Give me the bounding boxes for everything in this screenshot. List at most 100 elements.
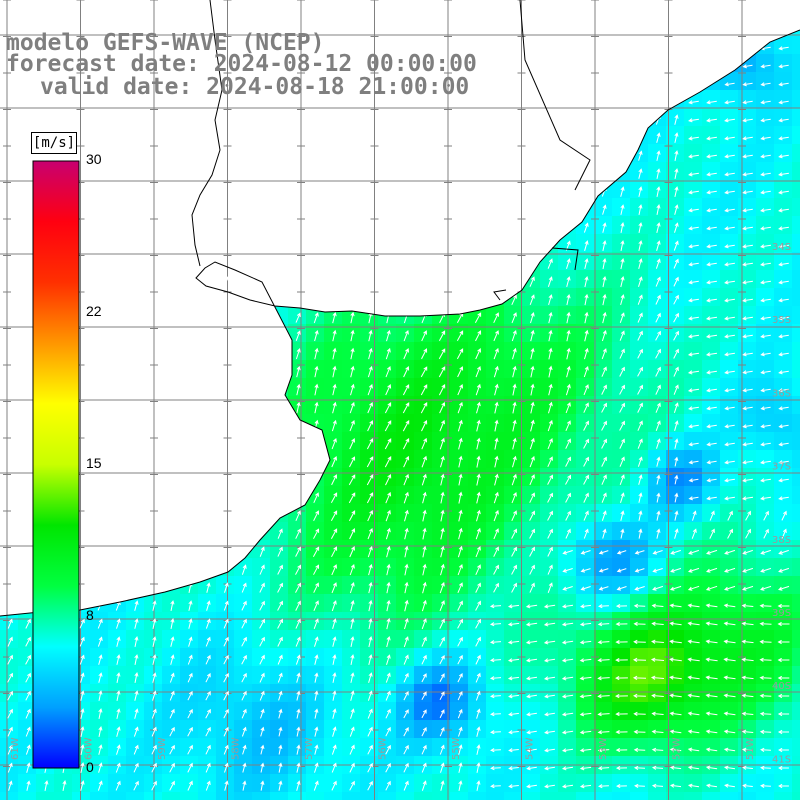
wind-speed-cell (792, 144, 800, 163)
wind-speed-cell (342, 540, 361, 559)
wind-arrow (386, 636, 391, 648)
wind-arrow (260, 744, 265, 755)
wind-arrow (602, 204, 607, 215)
wind-speed-cell (324, 576, 343, 595)
wind-arrow (579, 658, 592, 663)
wind-arrow (295, 654, 301, 665)
wind-arrow (242, 744, 247, 755)
wind-speed-cell (126, 792, 145, 800)
wind-arrow (493, 312, 499, 324)
wind-arrow (656, 438, 661, 449)
wind-arrow (615, 765, 628, 771)
wind-arrow (350, 365, 355, 378)
wind-arrow (187, 690, 193, 701)
wind-arrow (584, 293, 589, 306)
lat-label: 34S (772, 242, 791, 253)
wind-arrow (331, 456, 337, 468)
wind-arrow (724, 478, 735, 483)
wind-arrow (259, 582, 265, 593)
wind-arrow (759, 603, 772, 608)
wind-arrow (223, 654, 229, 665)
wind-speed-cell (738, 486, 757, 505)
wind-arrow (421, 599, 427, 612)
wind-arrow (457, 366, 464, 378)
wind-arrow (457, 618, 463, 629)
wind-arrow (742, 208, 753, 213)
wind-arrow (421, 744, 427, 755)
wind-arrow (151, 726, 157, 737)
wind-arrow (777, 693, 790, 699)
wind-arrow (633, 603, 646, 609)
lon-label: 56W (378, 737, 389, 760)
wind-speed-cell (720, 360, 739, 379)
wind-arrow (760, 208, 771, 213)
wind-arrow (439, 636, 445, 647)
wind-arrow (601, 474, 607, 485)
wind-speed-cell (792, 90, 800, 109)
wind-arrow (493, 491, 499, 504)
wind-speed-cell (558, 558, 577, 577)
wind-speed-cell (450, 360, 469, 379)
wind-arrow (688, 424, 699, 429)
wind-speed-cell (720, 630, 739, 649)
wind-arrow (421, 709, 427, 719)
wind-speed-cell (684, 270, 703, 289)
wind-speed-cell (594, 720, 613, 739)
wind-arrow (26, 762, 31, 773)
wind-speed-cell (792, 54, 800, 73)
wind-speed-cell (774, 252, 793, 271)
wind-speed-cell (702, 90, 721, 109)
wind-speed-cell (792, 522, 800, 541)
wind-speed-cell (612, 720, 631, 739)
wind-speed-cell (612, 378, 631, 397)
wind-arrow (742, 549, 753, 555)
wind-arrow (615, 711, 628, 717)
wind-arrow (385, 366, 391, 378)
wind-speed-cell (702, 270, 721, 289)
wind-speed-cell (792, 774, 800, 793)
wind-arrow (547, 528, 553, 539)
wind-speed-cell (558, 648, 577, 667)
wind-arrow (475, 636, 481, 647)
wind-arrow (778, 316, 789, 321)
wind-arrow (760, 64, 771, 69)
wind-speed-cell (792, 162, 800, 181)
wind-arrow (440, 455, 445, 468)
wind-arrow (260, 726, 265, 737)
wind-arrow (439, 673, 445, 683)
wind-arrow (313, 564, 319, 575)
wind-speed-cell (756, 576, 775, 595)
wind-arrow (368, 654, 373, 666)
wind-arrow (651, 783, 664, 788)
wind-arrow (651, 603, 664, 608)
wind-speed-cell (756, 108, 775, 127)
wind-speed-cell (756, 738, 775, 757)
wind-speed-cell (684, 702, 703, 721)
wind-speed-cell (720, 414, 739, 433)
wind-arrow (687, 657, 700, 662)
wind-speed-cell (468, 540, 487, 559)
wind-arrow (544, 748, 555, 753)
wind-arrow (421, 673, 427, 683)
wind-arrow (778, 46, 789, 51)
wind-arrow (742, 154, 753, 159)
wind-arrow (242, 780, 247, 791)
wind-arrow (440, 473, 445, 486)
wind-arrow (404, 509, 409, 522)
wind-arrow (547, 492, 553, 503)
wind-arrow (224, 780, 229, 791)
wind-arrow (525, 658, 538, 663)
wind-speed-cell (792, 198, 800, 217)
wind-arrow (205, 744, 211, 755)
wind-speed-cell (414, 360, 433, 379)
wind-arrow (562, 550, 573, 555)
wind-arrow (295, 618, 301, 629)
wind-speed-cell (522, 684, 541, 703)
wind-speed-cell (648, 540, 667, 559)
wind-speed-cell (432, 378, 451, 397)
wind-arrow (687, 585, 700, 591)
wind-speed-cell (738, 450, 757, 469)
wind-arrow (673, 240, 679, 251)
wind-arrow (25, 672, 31, 683)
wind-arrow (25, 726, 31, 737)
